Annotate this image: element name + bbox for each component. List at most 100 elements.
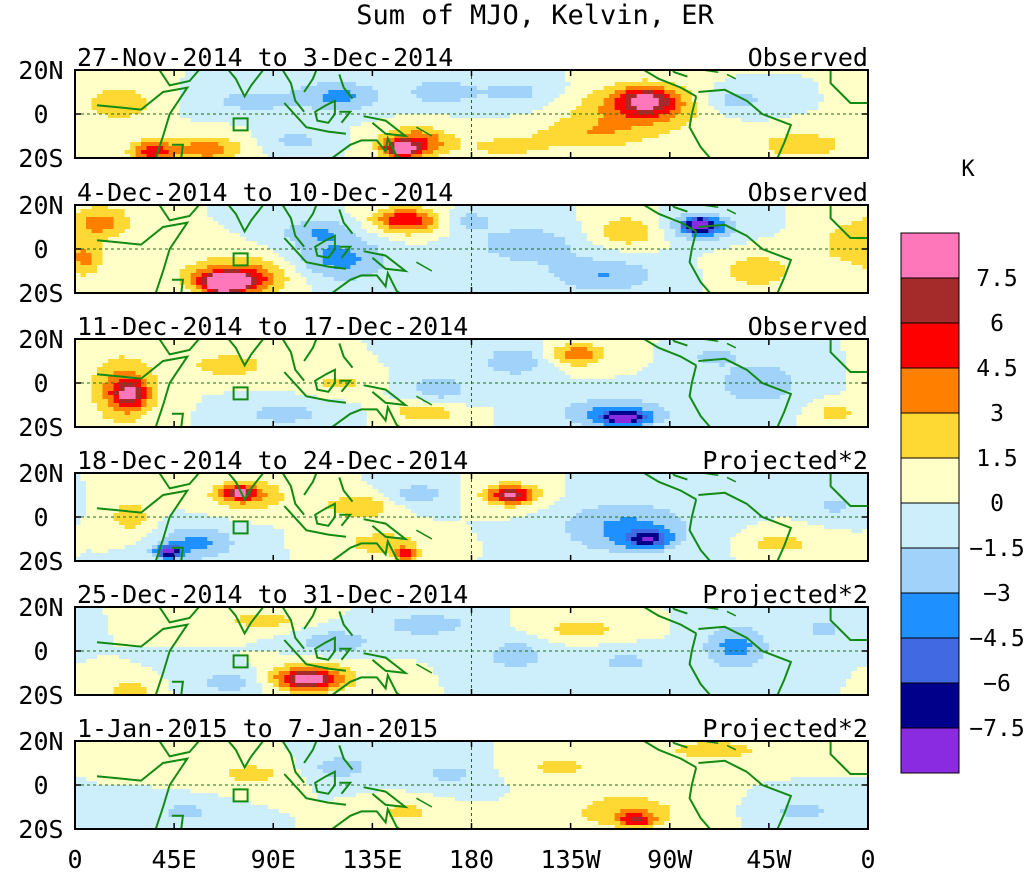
anomaly-cell [141, 74, 148, 79]
anomaly-cell [388, 82, 396, 87]
anomaly-cell [135, 225, 142, 230]
anomaly-cell [234, 154, 241, 158]
anomaly-cell [834, 213, 842, 218]
anomaly-cell [636, 209, 643, 214]
anomaly-cell [609, 225, 616, 230]
anomaly-cell [691, 82, 698, 87]
anomaly-cell [477, 249, 484, 254]
anomaly-cell [834, 209, 842, 214]
anomaly-cell [812, 130, 820, 135]
anomaly-cell [570, 118, 577, 123]
anomaly-cell [669, 154, 676, 158]
anomaly-cell [405, 86, 412, 91]
anomaly-cell [708, 106, 715, 111]
anomaly-cell [796, 154, 803, 158]
anomaly-cell [653, 102, 660, 107]
anomaly-cell [856, 150, 864, 155]
anomaly-cell [697, 142, 704, 147]
anomaly-cell [438, 209, 445, 214]
anomaly-cell [812, 90, 820, 95]
anomaly-cell [818, 217, 825, 222]
anomaly-cell [741, 150, 748, 155]
anomaly-cell [223, 213, 230, 218]
anomaly-cell [631, 241, 638, 246]
anomaly-cell [361, 209, 368, 214]
anomaly-cell [499, 114, 506, 119]
anomaly-cell [587, 249, 594, 254]
anomaly-cell [834, 225, 842, 230]
anomaly-cell [207, 106, 214, 111]
anomaly-cell [179, 154, 186, 158]
anomaly-cell [119, 90, 126, 95]
anomaly-cell [284, 225, 291, 230]
anomaly-cell [383, 90, 390, 95]
anomaly-cell [515, 118, 522, 123]
anomaly-cell [719, 221, 726, 226]
panel-period: 27-Nov-2014 to 3-Dec-2014 [77, 43, 453, 72]
anomaly-cell [141, 130, 148, 135]
anomaly-cell [306, 86, 313, 91]
anomaly-cell [284, 229, 291, 234]
anomaly-cell [526, 150, 533, 155]
anomaly-cell [141, 245, 148, 250]
anomaly-cell [499, 233, 506, 238]
anomaly-cell [620, 138, 627, 143]
anomaly-cell [647, 241, 654, 246]
anomaly-cell [499, 249, 506, 254]
anomaly-cell [559, 138, 566, 143]
anomaly-cell [796, 106, 803, 111]
anomaly-cell [840, 110, 847, 115]
anomaly-cell [212, 134, 219, 139]
anomaly-cell [190, 249, 197, 254]
anomaly-cell [344, 237, 351, 242]
anomaly-cell [526, 126, 533, 131]
anomaly-cell [168, 241, 175, 246]
anomaly-cell [565, 98, 572, 103]
anomaly-cell [333, 233, 340, 238]
anomaly-cell [862, 249, 868, 254]
anomaly-cell [664, 205, 671, 210]
anomaly-cell [443, 82, 451, 87]
anomaly-cell [377, 74, 384, 79]
anomaly-cell [322, 86, 329, 91]
anomaly-cell [796, 94, 803, 99]
anomaly-cell [405, 221, 412, 226]
anomaly-cell [339, 130, 346, 135]
anomaly-cell [223, 90, 230, 95]
anomaly-cell [818, 82, 825, 87]
anomaly-cell [609, 241, 616, 246]
anomaly-cell [141, 221, 148, 226]
anomaly-cell [427, 233, 434, 238]
anomaly-cell [713, 225, 720, 230]
anomaly-cell [757, 98, 764, 103]
anomaly-cell [289, 237, 296, 242]
anomaly-cell [377, 205, 384, 210]
anomaly-cell [388, 249, 396, 254]
anomaly-cell [686, 102, 693, 107]
anomaly-cell [421, 213, 429, 218]
anomaly-cell [768, 118, 775, 123]
anomaly-cell [471, 146, 478, 151]
anomaly-cell [730, 78, 737, 83]
anomaly-cell [779, 154, 786, 158]
anomaly-cell [851, 233, 858, 238]
anomaly-cell [515, 142, 522, 147]
anomaly-cell [796, 126, 803, 131]
anomaly-cell [757, 221, 764, 226]
anomaly-cell [675, 102, 682, 107]
anomaly-cell [449, 122, 456, 127]
anomaly-cell [333, 78, 340, 83]
anomaly-cell [460, 154, 467, 158]
anomaly-cell [157, 237, 164, 242]
anomaly-cell [328, 106, 335, 111]
anomaly-cell [851, 138, 858, 143]
anomaly-cell [185, 217, 192, 222]
anomaly-cell [614, 154, 621, 158]
anomaly-cell [636, 154, 643, 158]
anomaly-cell [146, 70, 153, 75]
anomaly-cell [306, 122, 313, 127]
anomaly-cell [565, 86, 572, 91]
anomaly-cell [289, 82, 296, 87]
anomaly-cell [543, 229, 550, 234]
anomaly-cell [295, 225, 302, 230]
